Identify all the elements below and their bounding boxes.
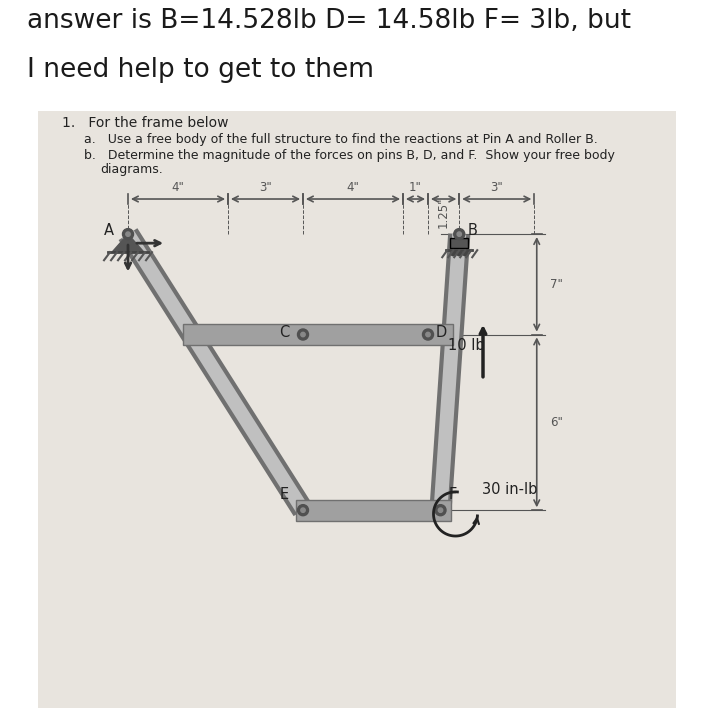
Text: F: F — [449, 487, 456, 502]
Circle shape — [122, 229, 133, 240]
Circle shape — [426, 333, 431, 337]
Text: D: D — [436, 325, 447, 340]
Text: 10 lb: 10 lb — [448, 338, 485, 354]
FancyBboxPatch shape — [38, 110, 676, 708]
Text: 3": 3" — [259, 182, 272, 195]
Text: 30 in-lb: 30 in-lb — [482, 482, 538, 497]
Text: 1.   For the frame below: 1. For the frame below — [62, 115, 228, 130]
Circle shape — [456, 250, 462, 256]
Circle shape — [463, 250, 468, 256]
Text: B: B — [467, 223, 477, 237]
Text: 3": 3" — [490, 182, 503, 195]
FancyBboxPatch shape — [183, 324, 453, 345]
Circle shape — [457, 232, 462, 237]
FancyBboxPatch shape — [295, 499, 451, 521]
Circle shape — [297, 505, 308, 515]
Text: diagrams.: diagrams. — [100, 163, 163, 176]
Text: 4": 4" — [171, 182, 184, 195]
Text: C: C — [279, 325, 289, 340]
Text: A: A — [104, 223, 114, 237]
Circle shape — [438, 508, 443, 513]
Text: 1": 1" — [409, 182, 422, 195]
Circle shape — [301, 508, 305, 513]
Text: 7": 7" — [550, 278, 562, 291]
Text: E: E — [280, 487, 289, 502]
Circle shape — [435, 505, 446, 515]
Polygon shape — [112, 234, 144, 252]
Circle shape — [423, 329, 433, 340]
Text: 6": 6" — [550, 416, 562, 429]
Circle shape — [297, 329, 308, 340]
Circle shape — [301, 333, 305, 337]
Text: b.   Determine the magnitude of the forces on pins B, D, and F.  Show your free : b. Determine the magnitude of the forces… — [84, 149, 615, 162]
Text: 1.25": 1.25" — [437, 196, 450, 228]
Text: answer is B=14.528lb D= 14.58lb F= 3lb, but: answer is B=14.528lb D= 14.58lb F= 3lb, … — [27, 9, 631, 34]
Text: a.   Use a free body of the full structure to find the reactions at Pin A and Ro: a. Use a free body of the full structure… — [84, 133, 598, 146]
Text: I need help to get to them: I need help to get to them — [27, 57, 374, 83]
Circle shape — [451, 250, 456, 256]
Circle shape — [126, 232, 130, 237]
FancyBboxPatch shape — [450, 238, 468, 248]
Circle shape — [454, 229, 464, 240]
Text: 4": 4" — [346, 182, 359, 195]
